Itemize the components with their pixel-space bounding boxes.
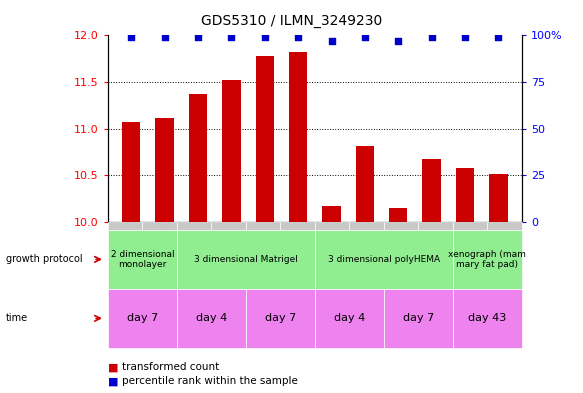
Point — [427, 34, 436, 40]
Point — [127, 34, 136, 40]
Text: day 43: day 43 — [468, 313, 507, 323]
Text: ■: ■ — [108, 362, 118, 373]
Bar — [423, 158, 441, 222]
Point — [260, 34, 269, 40]
Point — [227, 34, 236, 40]
Text: GDS5310 / ILMN_3249230: GDS5310 / ILMN_3249230 — [201, 14, 382, 28]
Text: day 7: day 7 — [127, 313, 158, 323]
Text: 2 dimensional
monolayer: 2 dimensional monolayer — [111, 250, 174, 269]
Bar — [255, 56, 274, 222]
Bar — [489, 174, 508, 222]
Bar — [122, 122, 141, 222]
Bar — [322, 206, 340, 222]
Point — [494, 34, 503, 40]
Bar — [189, 94, 207, 222]
Text: ■: ■ — [108, 376, 118, 386]
Bar — [289, 52, 307, 222]
Bar — [389, 208, 408, 222]
Point — [360, 34, 370, 40]
Text: percentile rank within the sample: percentile rank within the sample — [122, 376, 298, 386]
Text: transformed count: transformed count — [122, 362, 220, 373]
Text: day 4: day 4 — [333, 313, 365, 323]
Text: time: time — [6, 313, 28, 323]
Text: day 4: day 4 — [196, 313, 227, 323]
Bar — [356, 145, 374, 222]
Point — [194, 34, 203, 40]
Text: day 7: day 7 — [265, 313, 296, 323]
Bar — [222, 80, 241, 222]
Text: 3 dimensional Matrigel: 3 dimensional Matrigel — [194, 255, 298, 264]
Text: 3 dimensional polyHEMA: 3 dimensional polyHEMA — [328, 255, 440, 264]
Bar — [156, 118, 174, 222]
Text: growth protocol: growth protocol — [6, 254, 82, 264]
Text: day 7: day 7 — [403, 313, 434, 323]
Bar — [456, 168, 474, 222]
Point — [293, 34, 303, 40]
Point — [461, 34, 470, 40]
Point — [160, 34, 169, 40]
Point — [327, 38, 336, 44]
Text: xenograph (mam
mary fat pad): xenograph (mam mary fat pad) — [448, 250, 526, 269]
Point — [394, 38, 403, 44]
